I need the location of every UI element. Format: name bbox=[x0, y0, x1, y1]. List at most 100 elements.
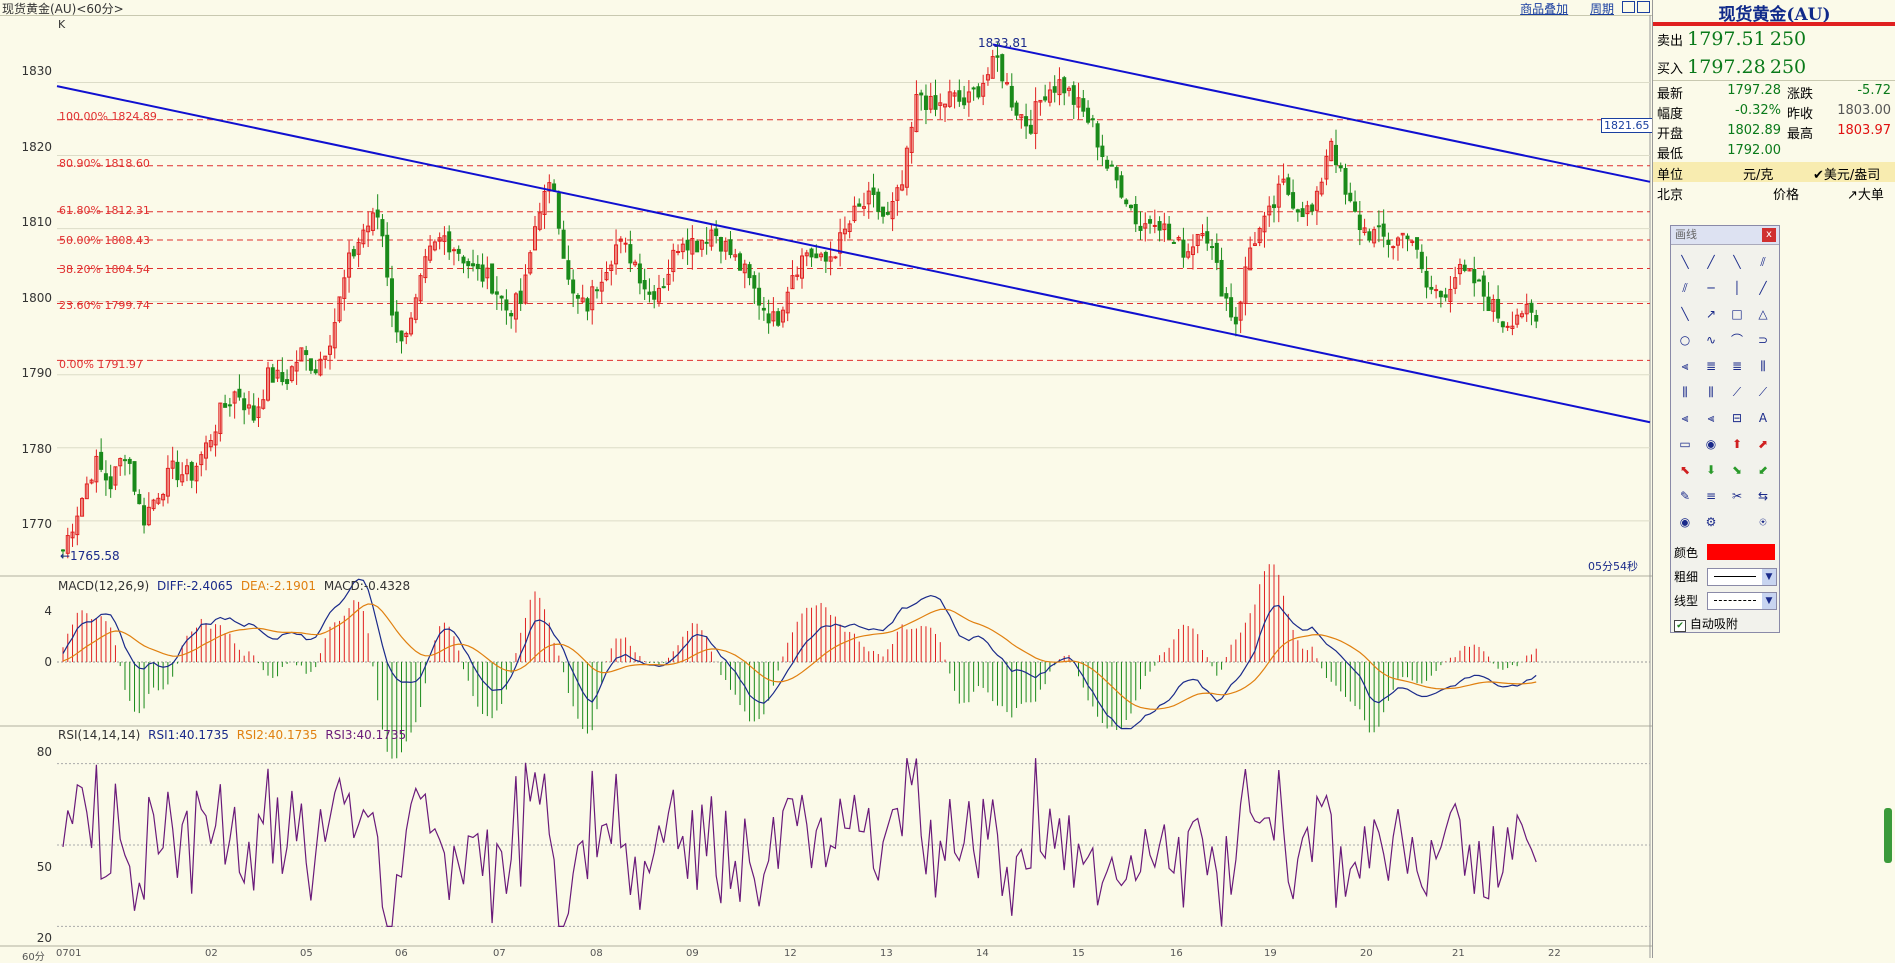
candle-body bbox=[1348, 192, 1353, 202]
hline-icon[interactable]: ─ bbox=[1707, 281, 1715, 295]
gann-fan-icon[interactable]: ⟋ bbox=[1732, 385, 1742, 399]
candle-body bbox=[194, 465, 199, 482]
candle-body bbox=[156, 497, 161, 504]
candle-body bbox=[599, 281, 604, 292]
toolbox-header[interactable]: 画线 x bbox=[1671, 226, 1779, 245]
cycle-icon[interactable]: ⫷ bbox=[1681, 411, 1689, 425]
help-icon[interactable]: ⍟ bbox=[1759, 515, 1767, 529]
chart-top-bar: 现货黄金(AU)<60分> 商品叠加 周期 bbox=[0, 0, 1652, 16]
candle-body bbox=[165, 467, 170, 497]
hide-icon[interactable]: ✂ bbox=[1731, 489, 1743, 503]
candle-body bbox=[404, 332, 409, 338]
maximize-icon[interactable] bbox=[1637, 1, 1650, 13]
price-chart-area[interactable]: 现货黄金(AU)<60分> 商品叠加 周期 K 1830 1820 1810 1… bbox=[0, 0, 1653, 963]
candle-body bbox=[280, 372, 285, 383]
candle-body bbox=[819, 253, 824, 258]
sell-row[interactable]: 卖出 1797.51 250 bbox=[1657, 28, 1806, 50]
y-label-1810: 1810 bbox=[21, 215, 52, 229]
fib-time-icon[interactable]: ⫼ bbox=[1760, 359, 1766, 373]
line-icon[interactable]: ╲ bbox=[1733, 255, 1741, 269]
gann-icon[interactable]: ⫼ bbox=[1682, 385, 1688, 399]
trend-line-lower bbox=[56, 85, 1651, 424]
restore-icon[interactable] bbox=[1622, 1, 1635, 13]
rsi-legend: RSI(14,14,14) RSI1:40.1735 RSI2:40.1735 … bbox=[58, 728, 406, 742]
vline-icon[interactable]: │ bbox=[1733, 281, 1741, 295]
candle-body bbox=[204, 442, 209, 459]
target-icon[interactable]: ◉ bbox=[1705, 437, 1717, 451]
swap-icon[interactable]: ⇆ bbox=[1757, 489, 1769, 503]
candle-body bbox=[423, 256, 428, 279]
auto-snap-row[interactable]: ✔ 自动吸附 bbox=[1674, 615, 1738, 632]
diagonal-icon[interactable]: ╱ bbox=[1759, 281, 1767, 295]
rectangle-icon[interactable]: □ bbox=[1731, 307, 1743, 321]
style-label: 线型 bbox=[1674, 594, 1699, 608]
weight-select[interactable]: ▼ bbox=[1707, 568, 1777, 586]
fib-retrace-icon[interactable]: ≣ bbox=[1705, 359, 1717, 373]
arrow-down-green-icon[interactable]: ⬇ bbox=[1705, 463, 1717, 477]
unit-bar[interactable]: 单位 元/克 ✔美元/盎司 bbox=[1653, 162, 1895, 183]
grid-icon[interactable]: ⊟ bbox=[1731, 411, 1743, 425]
candle-body bbox=[1105, 159, 1110, 169]
color-swatch[interactable] bbox=[1707, 544, 1775, 560]
wave-icon[interactable]: ∿ bbox=[1705, 333, 1717, 347]
eye-icon[interactable]: ◉ bbox=[1679, 515, 1691, 529]
unit-value[interactable]: 元/克 bbox=[1743, 168, 1774, 183]
fib-ext-icon[interactable]: ≣ bbox=[1731, 359, 1743, 373]
style-select[interactable]: ▼ bbox=[1707, 592, 1777, 610]
candle-body bbox=[1443, 294, 1448, 298]
scrollbar-thumb[interactable] bbox=[1884, 808, 1892, 863]
chevron-down-icon[interactable]: ▼ bbox=[1762, 569, 1776, 585]
speed-line-icon[interactable]: ⟋ bbox=[1758, 385, 1768, 399]
ellipse-icon[interactable]: ○ bbox=[1679, 333, 1691, 347]
arrow-upright-red-icon[interactable]: ⬈ bbox=[1757, 437, 1769, 451]
candle-body bbox=[356, 241, 361, 255]
buy-row[interactable]: 买入 1797.28 250 bbox=[1657, 56, 1806, 78]
arrow-downright-green-icon[interactable]: ⬊ bbox=[1731, 463, 1743, 477]
candle-body bbox=[1000, 54, 1005, 82]
period-link[interactable]: 周期 bbox=[1589, 2, 1614, 16]
candle-body bbox=[1314, 190, 1319, 211]
date-tick: 15 bbox=[1072, 948, 1085, 959]
close-icon[interactable]: x bbox=[1762, 228, 1776, 242]
ruler-icon[interactable]: ▭ bbox=[1679, 437, 1691, 451]
candle-body bbox=[1229, 297, 1234, 318]
gear-icon[interactable]: ⚙ bbox=[1705, 515, 1717, 529]
candle-body bbox=[933, 95, 938, 110]
macd-diff: DIFF:-2.4065 bbox=[156, 579, 233, 593]
fib-label-618: 61.80% 1812.31 bbox=[59, 204, 150, 217]
arrow-up-red-icon[interactable]: ⬆ bbox=[1731, 437, 1743, 451]
arrow-upleft-red-icon[interactable]: ⬉ bbox=[1679, 463, 1691, 477]
candle-body bbox=[1267, 205, 1272, 216]
unit-alt[interactable]: ✔美元/盎司 bbox=[1813, 168, 1881, 183]
candle-body bbox=[1515, 314, 1520, 325]
candle-body bbox=[1395, 237, 1400, 246]
channel-icon[interactable]: ⫽ bbox=[1682, 281, 1688, 295]
gann-box-icon[interactable]: ⫼ bbox=[1708, 385, 1714, 399]
candle-body bbox=[623, 242, 628, 245]
segment-icon[interactable]: ╲ bbox=[1681, 255, 1689, 269]
bigorder-label[interactable]: ↗大单 bbox=[1847, 188, 1884, 203]
arrow-ray-icon[interactable]: ↗ bbox=[1705, 307, 1717, 321]
ray-icon[interactable]: ╱ bbox=[1707, 255, 1715, 269]
candle-body bbox=[1353, 201, 1358, 212]
triangle-icon[interactable]: △ bbox=[1758, 307, 1768, 321]
arrow-line-icon[interactable]: ╲ bbox=[1681, 307, 1689, 321]
auto-snap-checkbox[interactable]: ✔ bbox=[1674, 620, 1686, 632]
fib-fan-icon[interactable]: ⫷ bbox=[1681, 359, 1689, 373]
chevron-down-icon[interactable]: ▼ bbox=[1762, 593, 1776, 609]
pencil-icon[interactable]: ✎ bbox=[1679, 489, 1691, 503]
overlay-commodity-link[interactable]: 商品叠加 bbox=[1520, 2, 1569, 16]
andrew-icon[interactable]: ⫷ bbox=[1707, 411, 1715, 425]
change-label: 涨跌 bbox=[1787, 87, 1814, 102]
list-icon[interactable]: ≡ bbox=[1705, 489, 1717, 503]
arrow-downleft-green-icon[interactable]: ⬋ bbox=[1757, 463, 1769, 477]
parallel-icon[interactable]: ⫽ bbox=[1760, 255, 1766, 269]
rsi3-value: RSI3:40.1735 bbox=[325, 728, 407, 742]
cup-icon[interactable]: ⊃ bbox=[1757, 333, 1769, 347]
candle-body bbox=[1481, 275, 1486, 297]
text-icon[interactable]: A bbox=[1758, 411, 1768, 425]
candle-body bbox=[380, 219, 385, 237]
arc-icon[interactable]: ⌒ bbox=[1730, 333, 1743, 347]
candle-body bbox=[342, 277, 347, 299]
candle-body bbox=[327, 345, 332, 355]
